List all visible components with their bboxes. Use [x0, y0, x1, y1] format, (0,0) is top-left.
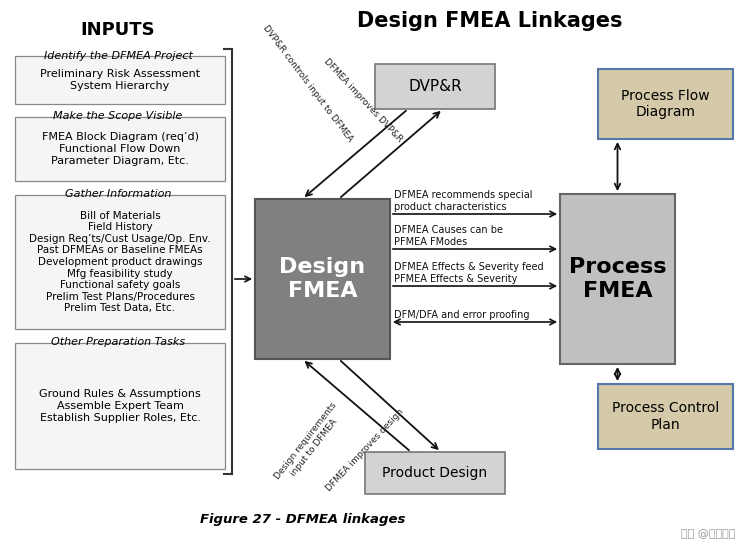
Text: 头条 @鲜谈质量: 头条 @鲜谈质量: [681, 529, 735, 539]
Text: Design
FMEA: Design FMEA: [280, 257, 365, 301]
Text: Product Design: Product Design: [382, 466, 488, 480]
FancyBboxPatch shape: [598, 69, 733, 139]
Text: FMEA Block Diagram (req’d)
Functional Flow Down
Parameter Diagram, Etc.: FMEA Block Diagram (req’d) Functional Fl…: [41, 132, 199, 165]
FancyBboxPatch shape: [598, 384, 733, 449]
FancyBboxPatch shape: [15, 195, 225, 329]
FancyBboxPatch shape: [365, 452, 505, 494]
Text: Design FMEA Linkages: Design FMEA Linkages: [357, 11, 622, 31]
FancyBboxPatch shape: [15, 343, 225, 469]
Text: Design requirements
input to DFMEA: Design requirements input to DFMEA: [273, 401, 346, 487]
Text: DFM/DFA and error proofing: DFM/DFA and error proofing: [394, 310, 530, 320]
Text: DFMEA Effects & Severity feed
PFMEA Effects & Severity: DFMEA Effects & Severity feed PFMEA Effe…: [394, 262, 544, 284]
Text: Process
FMEA: Process FMEA: [568, 257, 666, 301]
Text: Identify the DFMEA Project: Identify the DFMEA Project: [44, 51, 193, 61]
Text: INPUTS: INPUTS: [81, 21, 155, 39]
FancyBboxPatch shape: [15, 117, 225, 181]
Text: DFMEA Causes can be
PFMEA FModes: DFMEA Causes can be PFMEA FModes: [394, 225, 503, 247]
Text: Preliminary Risk Assessment
System Hierarchy: Preliminary Risk Assessment System Hiera…: [40, 69, 200, 91]
Text: DVP&R: DVP&R: [408, 79, 462, 94]
Text: DFMEA recommends special
product characteristics: DFMEA recommends special product charact…: [394, 191, 532, 212]
Text: DVP&R controls input to DFMEA: DVP&R controls input to DFMEA: [261, 24, 355, 144]
Text: Process Control
Plan: Process Control Plan: [612, 401, 719, 432]
FancyBboxPatch shape: [15, 56, 225, 104]
Text: Process Flow
Diagram: Process Flow Diagram: [621, 89, 710, 119]
FancyBboxPatch shape: [255, 199, 390, 359]
Text: Other Preparation Tasks: Other Preparation Tasks: [51, 337, 185, 347]
FancyBboxPatch shape: [560, 194, 675, 364]
Text: Gather Information: Gather Information: [64, 189, 171, 199]
Text: DFMEA improves design: DFMEA improves design: [325, 407, 406, 493]
Text: Make the Scope Visible: Make the Scope Visible: [53, 111, 183, 121]
Text: Figure 27 - DFMEA linkages: Figure 27 - DFMEA linkages: [200, 513, 405, 525]
Text: Ground Rules & Assumptions
Assemble Expert Team
Establish Supplier Roles, Etc.: Ground Rules & Assumptions Assemble Expe…: [39, 390, 201, 423]
FancyBboxPatch shape: [375, 64, 495, 109]
Text: DFMEA improves DVP&R: DFMEA improves DVP&R: [322, 57, 404, 144]
Text: Bill of Materials
Field History
Design Req’ts/Cust Usage/Op. Env.
Past DFMEAs or: Bill of Materials Field History Design R…: [29, 211, 211, 314]
